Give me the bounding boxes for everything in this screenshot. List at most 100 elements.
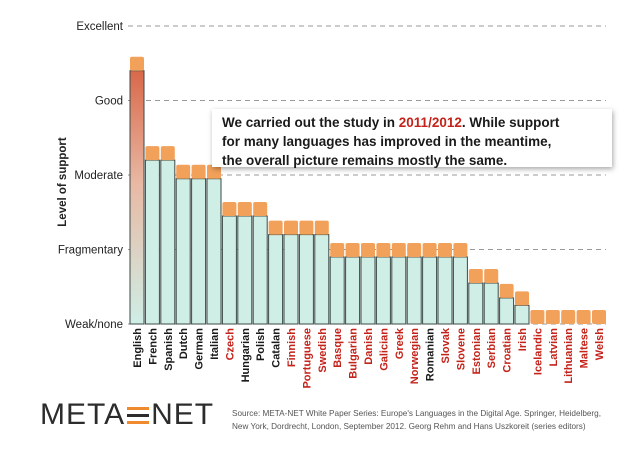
bar-irish xyxy=(514,304,530,325)
bar-english xyxy=(129,70,145,325)
bar-portuguese xyxy=(298,234,314,325)
bar-cap-bulgarian xyxy=(345,242,360,257)
bar-cap-greek xyxy=(391,242,406,257)
bar-cap-french xyxy=(145,146,160,161)
bar-cap-icelandic xyxy=(530,310,545,324)
bar-finnish xyxy=(283,234,299,325)
bar-cap-norwegian xyxy=(407,242,422,257)
bar-cap-finnish xyxy=(284,220,298,235)
bar-french xyxy=(144,159,160,325)
bar-cap-polish xyxy=(253,201,268,216)
bar-norwegian xyxy=(406,256,422,325)
bar-cap-serbian xyxy=(484,269,499,284)
bar-cap-german xyxy=(191,164,206,179)
bar-cap-galician xyxy=(376,242,391,257)
x-tick-label: Dutch xyxy=(178,328,190,359)
bar-polish xyxy=(252,215,268,325)
y-tick-label: Excellent xyxy=(76,21,123,33)
bar-cap-welsh xyxy=(592,310,606,324)
meta-net-logo: META NET xyxy=(40,398,215,431)
bar-cap-croatian xyxy=(499,283,514,298)
x-tick-label: Lithuanian xyxy=(563,328,575,384)
annotation-highlight: 2011/2012 xyxy=(398,115,462,130)
bar-catalan xyxy=(268,234,284,325)
y-axis-label: Level of support xyxy=(57,137,69,227)
x-tick-label: French xyxy=(147,328,159,365)
x-tick-label: Icelandic xyxy=(532,328,544,375)
annotation-box: We carried out the study in 2011/2012. W… xyxy=(212,109,612,168)
x-tick-label: Swedish xyxy=(317,328,329,373)
y-tick-label: Fragmentary xyxy=(58,245,123,257)
bar-cap-hungarian xyxy=(237,201,252,216)
bar-cap-irish xyxy=(515,291,529,306)
bar-cap-latvian xyxy=(545,310,560,324)
bar-dutch xyxy=(175,178,191,325)
bar-cap-catalan xyxy=(268,220,283,235)
x-tick-label: Norwegian xyxy=(409,328,421,385)
x-tick-label: Maltese xyxy=(579,328,591,368)
x-tick-label: Bulgarian xyxy=(348,328,360,379)
x-tick-label: Serbian xyxy=(486,328,498,369)
x-tick-label: Irish xyxy=(517,328,529,352)
bar-galician xyxy=(375,256,391,325)
y-axis-ticks: Weak/none Fragmentary Moderate Good Excellen… xyxy=(58,21,124,331)
x-tick-label: Finnish xyxy=(286,328,298,367)
source-citation: Source: META-NET White Paper Series: Eur… xyxy=(232,409,601,431)
bar-cap-spanish xyxy=(160,146,175,161)
x-tick-label: Polish xyxy=(255,328,267,361)
annotation-line-1: We carried out the study in 2011/2012. W… xyxy=(222,113,612,132)
x-tick-label: German xyxy=(194,328,206,370)
x-tick-label: Basque xyxy=(332,328,344,368)
bar-basque xyxy=(329,256,345,325)
bar-slovak xyxy=(437,256,453,325)
bar-romanian xyxy=(422,256,438,325)
logo-text-right: NET xyxy=(151,398,215,431)
bar-danish xyxy=(360,256,376,325)
bar-swedish xyxy=(314,234,330,325)
x-tick-label: Italian xyxy=(209,328,221,360)
bar-spanish xyxy=(160,159,176,325)
bar-german xyxy=(191,178,207,325)
x-tick-label: English xyxy=(132,328,144,368)
bar-serbian xyxy=(483,282,499,325)
bar-hungarian xyxy=(237,215,253,325)
x-tick-label: Slovene xyxy=(455,328,467,370)
x-axis-labels: English French Spanish Dutch German Italian Cz… xyxy=(132,327,606,388)
bar-italian xyxy=(206,178,222,325)
x-tick-label: Croatian xyxy=(502,328,514,373)
bar-slovene xyxy=(452,256,468,325)
x-tick-label: Romanian xyxy=(425,328,437,381)
y-tick-label: Good xyxy=(95,96,123,108)
bar-cap-swedish xyxy=(314,220,329,235)
bar-greek xyxy=(391,256,407,325)
bar-cap-dutch xyxy=(176,164,191,179)
annotation-text: . While support xyxy=(461,115,560,130)
annotation-line-3: the overall picture remains mostly the s… xyxy=(222,153,508,168)
x-tick-label: Spanish xyxy=(163,328,175,371)
x-tick-label: Portuguese xyxy=(301,328,313,389)
bar-cap-english xyxy=(130,56,144,71)
bar-estonian xyxy=(468,282,484,325)
bar-cap-slovak xyxy=(438,242,452,257)
x-tick-label: Latvian xyxy=(548,328,560,367)
bar-croatian xyxy=(499,297,515,325)
bar-cap-czech xyxy=(222,201,237,216)
bar-cap-italian xyxy=(207,164,221,179)
bars xyxy=(129,56,606,325)
x-tick-label: Estonian xyxy=(471,328,483,375)
x-tick-label: Catalan xyxy=(271,328,283,368)
bar-cap-romanian xyxy=(422,242,437,257)
x-tick-label: Welsh xyxy=(594,328,606,360)
x-tick-label: Greek xyxy=(394,327,406,359)
annotation-text: We carried out the study in xyxy=(222,115,399,130)
logo-equals-icon xyxy=(127,405,150,426)
logo-text-left: META xyxy=(40,398,126,431)
bar-cap-basque xyxy=(330,242,345,257)
bar-cap-slovene xyxy=(453,242,468,257)
x-tick-label: Slovak xyxy=(440,327,452,363)
bar-cap-lithuanian xyxy=(561,310,576,324)
x-tick-label: Czech xyxy=(224,328,236,361)
bar-cap-maltese xyxy=(576,310,591,324)
bar-cap-estonian xyxy=(468,269,483,284)
